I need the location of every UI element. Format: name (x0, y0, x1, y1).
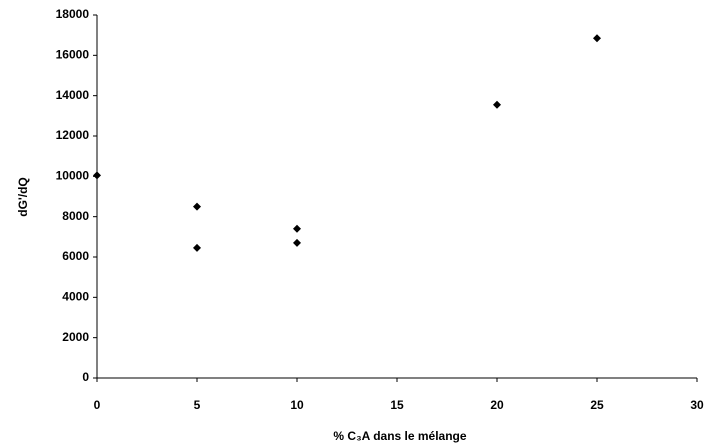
y-tick-label: 8000 (62, 209, 89, 223)
y-tick-label: 2000 (62, 330, 89, 344)
y-tick-label: 4000 (62, 290, 89, 304)
point (293, 238, 301, 247)
x-tick-label: 25 (590, 398, 604, 412)
x-tick-label: 20 (490, 398, 504, 412)
x-tick-label: 0 (94, 398, 101, 412)
x-tick-label: 5 (194, 398, 201, 412)
y-tick-label: 12000 (56, 128, 90, 142)
y-tick-label: 18000 (56, 7, 90, 21)
point (493, 100, 501, 109)
x-tick-label: 15 (390, 398, 404, 412)
point (193, 202, 201, 211)
point (193, 243, 201, 252)
y-tick-label: 14000 (56, 88, 90, 102)
point (93, 171, 101, 180)
y-tick-label: 6000 (62, 249, 89, 263)
x-tick-label: 10 (290, 398, 304, 412)
y-tick-label: 0 (82, 370, 89, 384)
x-tick-label: 30 (690, 398, 704, 412)
y-axis-label: dG'/dQ (16, 177, 30, 217)
y-tick-label: 10000 (56, 169, 90, 183)
point (293, 224, 301, 233)
y-tick-label: 16000 (56, 48, 90, 62)
x-axis-label: % C₃A dans le mélange (333, 429, 466, 443)
point (593, 34, 601, 43)
